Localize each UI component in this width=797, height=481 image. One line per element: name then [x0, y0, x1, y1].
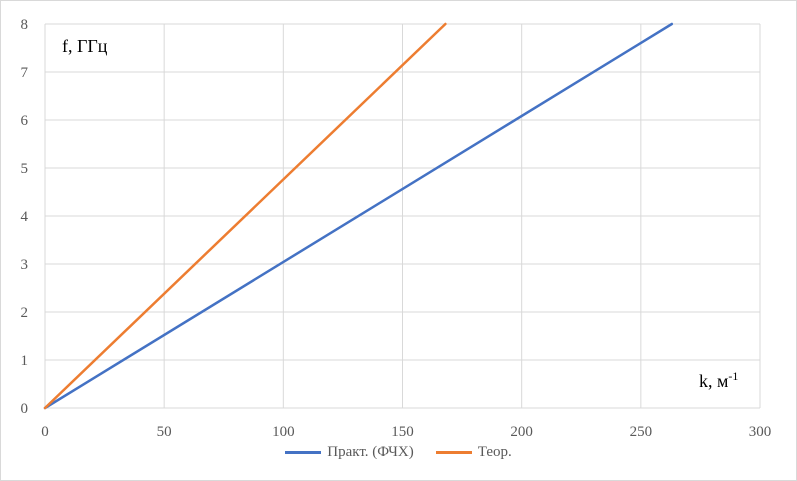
x-tick-label: 100 — [272, 424, 295, 440]
y-tick-label: 2 — [21, 305, 29, 321]
legend: Практ. (ФЧХ) Теор. — [0, 441, 797, 463]
x-axis-title: k, м-1 — [699, 369, 738, 391]
y-tick-label: 0 — [21, 401, 29, 417]
y-tick-label: 1 — [21, 353, 29, 369]
x-tick-label: 0 — [41, 424, 49, 440]
y-tick-label: 7 — [21, 65, 29, 81]
line-chart: 0 1 2 3 4 5 6 7 8 0 50 100 150 200 250 300 f, ГГц k, м-… — [21, 17, 772, 440]
y-axis-title: f, ГГц — [62, 36, 108, 56]
y-tick-label: 3 — [21, 257, 29, 273]
x-tick-label: 150 — [391, 424, 414, 440]
legend-label-practical: Практ. (ФЧХ) — [327, 443, 414, 460]
x-tick-label: 200 — [510, 424, 533, 440]
x-tick-label: 300 — [749, 424, 772, 440]
legend-label-theoretical: Теор. — [477, 443, 512, 460]
y-tick-label: 5 — [21, 161, 29, 177]
legend-swatch-practical — [285, 450, 322, 454]
grid — [44, 23, 761, 409]
series-line-0 — [43, 22, 674, 410]
series-lines — [43, 22, 674, 410]
legend-item-practical: Практ. (ФЧХ) — [285, 443, 414, 461]
series-line-1 — [43, 22, 447, 410]
y-tick-label: 4 — [21, 209, 29, 225]
x-tick-label: 250 — [630, 424, 653, 440]
x-tick-label: 50 — [157, 424, 172, 440]
legend-swatch-theoretical — [435, 450, 472, 454]
tick-labels: 0 1 2 3 4 5 6 7 8 0 50 100 150 200 250 300 — [21, 17, 772, 440]
legend-item-theoretical: Теор. — [435, 443, 512, 461]
y-tick-label: 8 — [21, 17, 29, 33]
y-tick-label: 6 — [21, 113, 29, 129]
